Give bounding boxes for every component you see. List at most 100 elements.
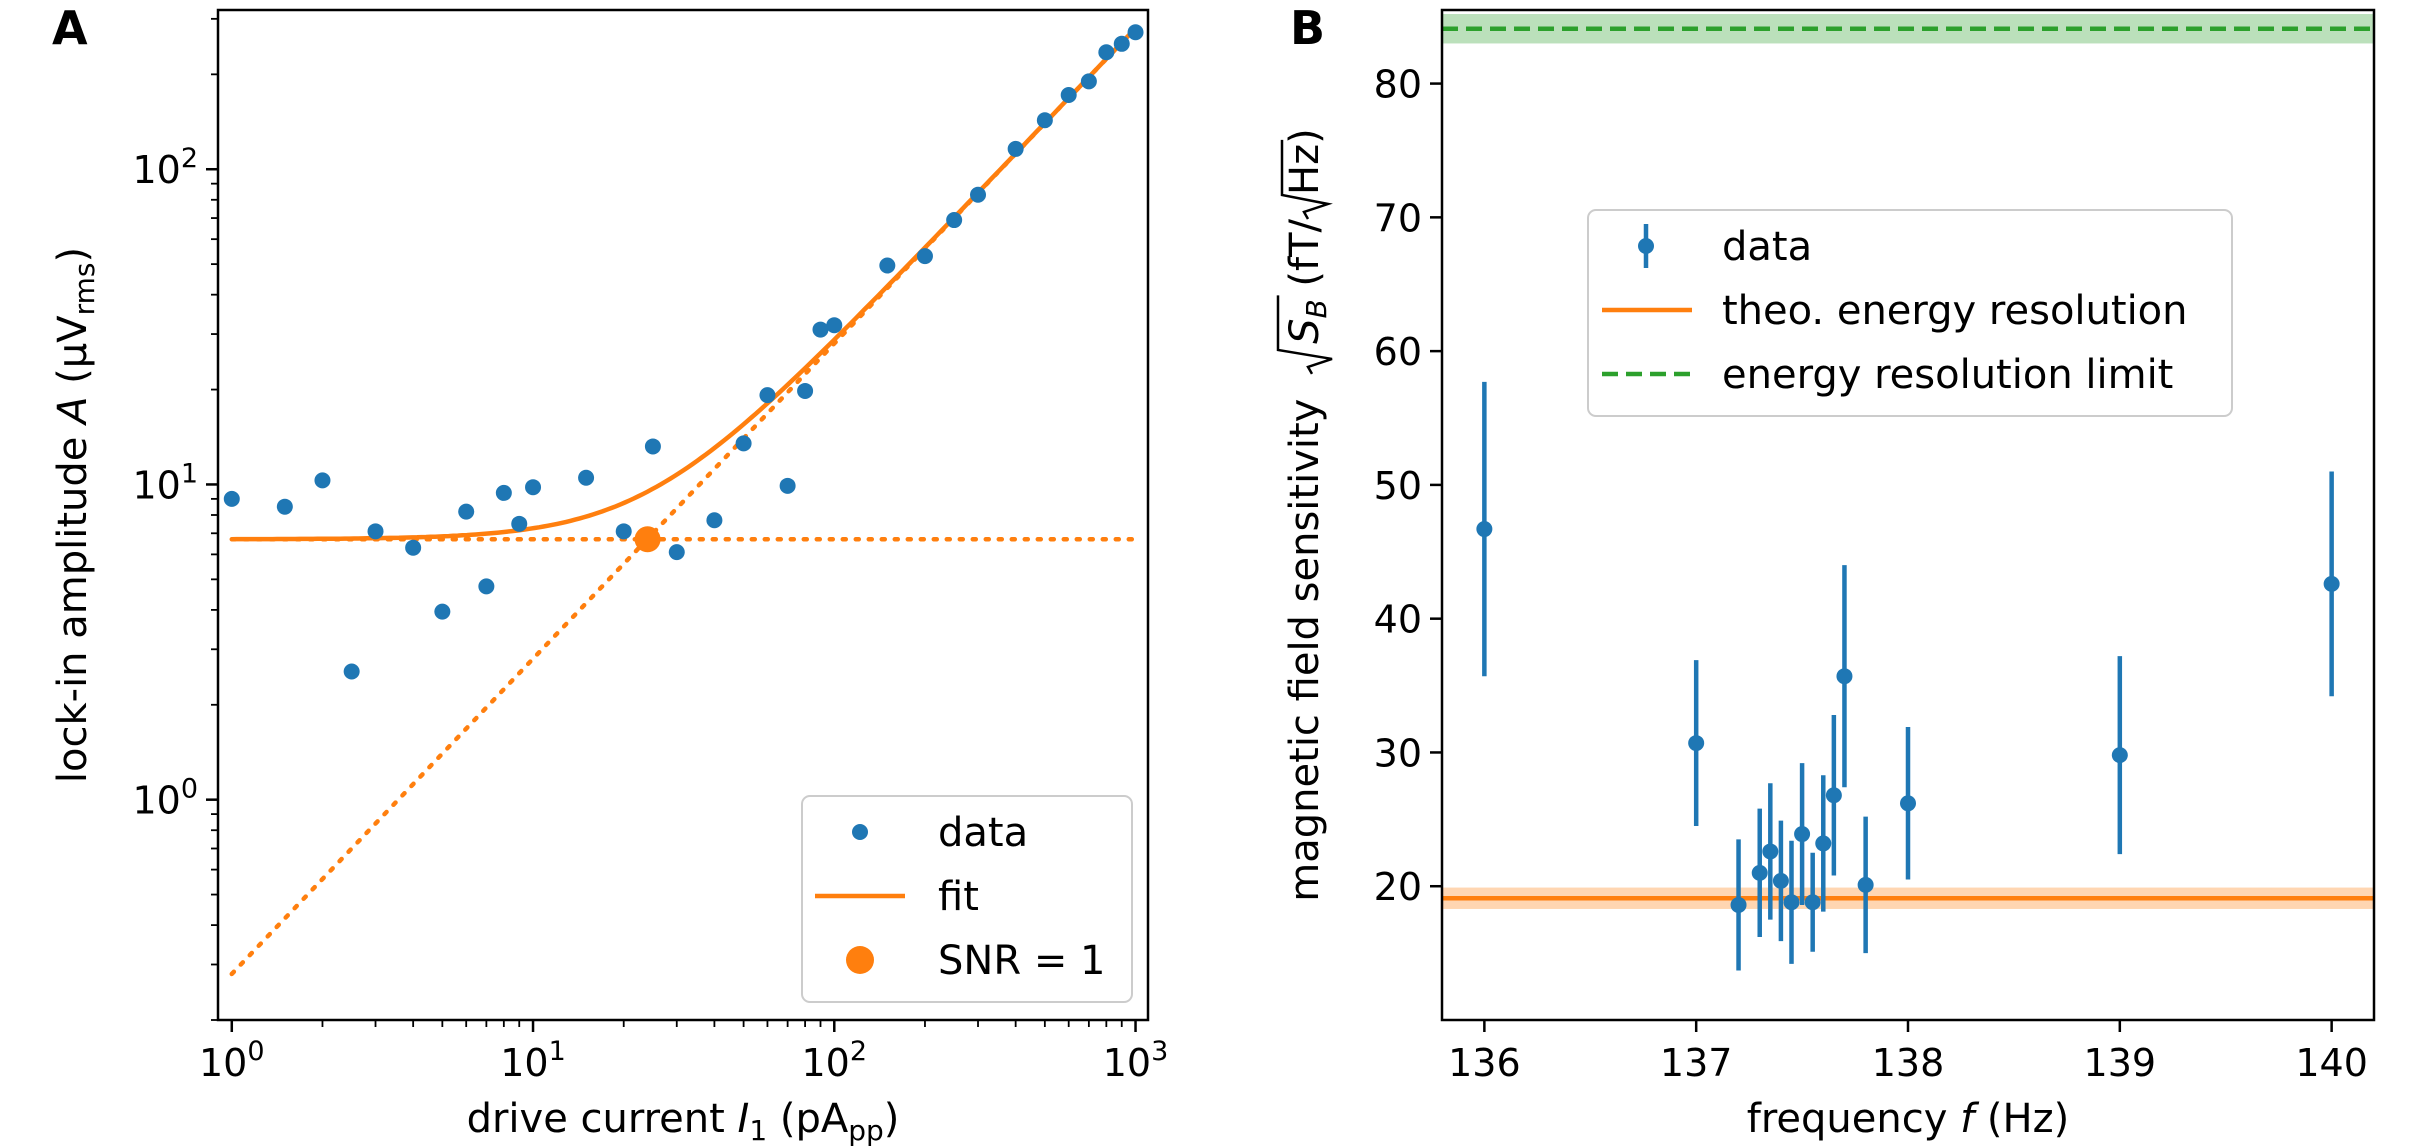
y-tick-label: 70	[1374, 196, 1422, 240]
data-point	[367, 523, 384, 540]
data-point	[1060, 86, 1077, 103]
data-point	[1825, 787, 1842, 804]
y-tick-label: 50	[1374, 464, 1422, 508]
data-point	[1688, 735, 1705, 752]
data-point	[1836, 668, 1853, 685]
data-point	[879, 257, 896, 274]
data-point	[2323, 575, 2340, 592]
data-point	[1730, 896, 1747, 913]
data-point	[495, 484, 512, 501]
x-tick-label: 100	[199, 1036, 265, 1085]
data-point	[314, 472, 331, 489]
panel-b-label: B	[1290, 1, 1325, 55]
legend-data-marker	[852, 824, 868, 840]
data-point	[644, 438, 661, 455]
data-point	[1900, 795, 1916, 812]
panel-a-label: A	[52, 1, 88, 55]
sqrt-symbol-hz	[1280, 139, 1333, 220]
panel-a-legend: data fit SNR = 1	[801, 795, 1133, 1003]
legend-data-marker	[1638, 238, 1654, 254]
panel-b-plot-area	[1442, 14, 2374, 971]
data-point	[276, 498, 293, 515]
legend-theo-label: theo. energy resolution	[1722, 288, 2188, 334]
legend-fit-label: fit	[938, 874, 979, 920]
sqrt-symbol-sb	[1276, 295, 1333, 375]
data-point	[946, 212, 963, 229]
data-point	[1762, 843, 1779, 860]
data-point	[1080, 73, 1097, 90]
data-point	[434, 603, 451, 620]
data-point	[1127, 24, 1144, 41]
x-tick-label: 137	[1660, 1041, 1733, 1085]
data-point	[916, 248, 933, 265]
data-point	[1815, 835, 1832, 852]
panel-b: B 136 137 138 139 140 20 30 40 50 60 70 80 frequenc…	[1276, 1, 2376, 1142]
panel-a-plot-area	[223, 24, 1144, 977]
panel-b-ylabel: magnetic field sensitivity SB (fT/Hz)	[1276, 128, 1333, 902]
data-point	[343, 663, 360, 680]
y-tick-label: 20	[1374, 865, 1422, 909]
legend-data-label: data	[1722, 224, 1812, 270]
snr-point	[634, 526, 661, 553]
x-tick-label: 138	[1872, 1041, 1945, 1085]
panel-b-legend-frame	[1587, 209, 2233, 417]
data-point	[578, 469, 595, 486]
y-tick-label: 100	[132, 774, 198, 823]
data-point	[1794, 826, 1811, 843]
data-point	[1857, 876, 1874, 893]
data-point	[1751, 864, 1768, 881]
legend-snr-marker	[846, 946, 874, 974]
data-point	[812, 321, 829, 338]
panel-b-ticks: 136 137 138 139 140 20 30 40 50 60 70 80	[1374, 63, 2368, 1085]
data-point	[615, 523, 632, 540]
data-point	[1772, 872, 1789, 889]
y-tick-label: 30	[1374, 731, 1422, 775]
legend-limit-label: energy resolution limit	[1722, 352, 2173, 398]
data-point	[668, 544, 685, 561]
panel-a-legend-frame	[801, 795, 1133, 1003]
y-tick-label: 102	[132, 143, 198, 192]
x-tick-label: 139	[2084, 1041, 2157, 1085]
data-point	[405, 539, 422, 556]
data-point	[1113, 35, 1130, 52]
x-tick-label: 136	[1448, 1041, 1521, 1085]
data-point	[1804, 894, 1821, 911]
data-point	[1007, 140, 1024, 157]
data-point	[2111, 747, 2128, 764]
panel-b-xlabel: frequency f (Hz)	[1747, 1096, 2069, 1142]
data-point	[1783, 894, 1800, 911]
data-point	[511, 515, 528, 532]
panel-a: A 100 101 102 103 100 101 102 drive current I1…	[50, 1, 1168, 1146]
legend-data-label: data	[938, 810, 1028, 856]
data-point	[458, 503, 475, 520]
y-tick-label: 80	[1374, 63, 1422, 107]
data-point	[797, 382, 814, 399]
y-tick-label: 60	[1374, 330, 1422, 374]
panel-b-legend: data theo. energy resolution energy reso…	[1587, 209, 2233, 417]
svg-text:magnetic field sensitivity SB: magnetic field sensitivity SB (fT/Hz)	[1282, 128, 1333, 901]
x-tick-label: 102	[802, 1036, 868, 1085]
panel-a-ylabel: lock-in amplitude A (μVrms)	[50, 247, 101, 783]
data-point	[970, 186, 987, 203]
panel-a-xlabel: drive current I1 (pApp)	[467, 1096, 900, 1146]
data-point	[223, 490, 240, 507]
data-point	[826, 317, 843, 334]
data-point	[735, 435, 752, 452]
data-point	[1476, 521, 1493, 538]
data-point	[779, 477, 796, 494]
legend-snr-label: SNR = 1	[938, 938, 1106, 984]
data-point	[525, 479, 542, 496]
data-point	[759, 387, 776, 404]
y-tick-label: 101	[132, 458, 198, 507]
panel-a-ticks: 100 101 102 103 100 101 102	[132, 17, 1169, 1085]
data-point	[478, 578, 495, 595]
data-point	[1098, 44, 1115, 61]
x-tick-label: 103	[1103, 1036, 1169, 1085]
fit-curve	[231, 26, 1138, 542]
x-tick-label: 140	[2295, 1041, 2368, 1085]
data-point	[1036, 112, 1053, 129]
y-tick-label: 40	[1374, 598, 1422, 642]
data-point	[706, 512, 723, 529]
x-tick-label: 101	[500, 1036, 566, 1085]
